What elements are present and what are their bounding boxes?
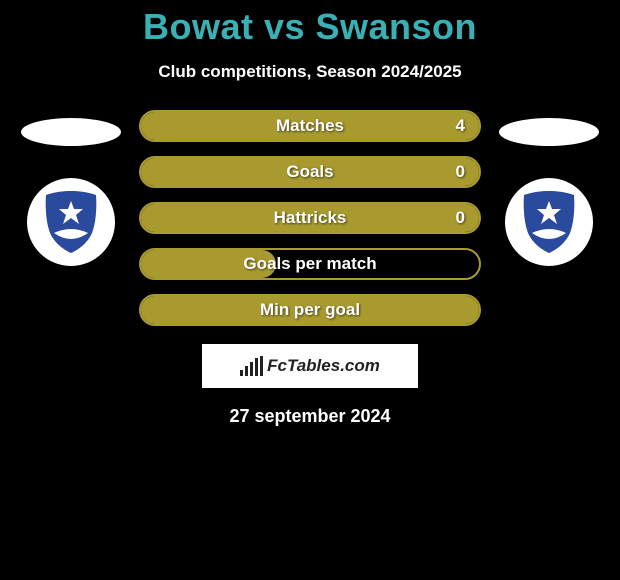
- left-player-photo-placeholder: [21, 118, 121, 146]
- stat-value-right: 0: [456, 162, 465, 182]
- brand-text: FcTables.com: [267, 356, 380, 376]
- stat-bar-goals-per-match: Goals per match: [139, 248, 481, 280]
- left-player-column: [21, 110, 121, 266]
- stat-label: Matches: [276, 116, 344, 136]
- subtitle: Club competitions, Season 2024/2025: [0, 62, 620, 82]
- right-club-crest: [505, 178, 593, 266]
- stats-column: Matches 4 Goals 0 Hattricks 0 Goals per match M…: [139, 110, 481, 326]
- comparison-panel: Bowat vs Swanson Club competitions, Seas…: [0, 0, 620, 427]
- shield-icon: [36, 187, 106, 257]
- stat-bar-goals: Goals 0: [139, 156, 481, 188]
- page-title: Bowat vs Swanson: [0, 6, 620, 48]
- stat-bar-hattricks: Hattricks 0: [139, 202, 481, 234]
- date-label: 27 september 2024: [0, 406, 620, 427]
- right-player-column: [499, 110, 599, 266]
- main-row: Matches 4 Goals 0 Hattricks 0 Goals per match M…: [0, 110, 620, 326]
- stat-label: Goals per match: [243, 254, 376, 274]
- stat-bar-matches: Matches 4: [139, 110, 481, 142]
- brand-watermark: FcTables.com: [202, 344, 418, 388]
- stat-value-right: 4: [456, 116, 465, 136]
- stat-label: Goals: [286, 162, 333, 182]
- bar-chart-icon: [240, 356, 263, 376]
- stat-value-right: 0: [456, 208, 465, 228]
- stat-label: Hattricks: [274, 208, 347, 228]
- right-player-photo-placeholder: [499, 118, 599, 146]
- stat-label: Min per goal: [260, 300, 360, 320]
- left-club-crest: [27, 178, 115, 266]
- stat-bar-min-per-goal: Min per goal: [139, 294, 481, 326]
- shield-icon: [514, 187, 584, 257]
